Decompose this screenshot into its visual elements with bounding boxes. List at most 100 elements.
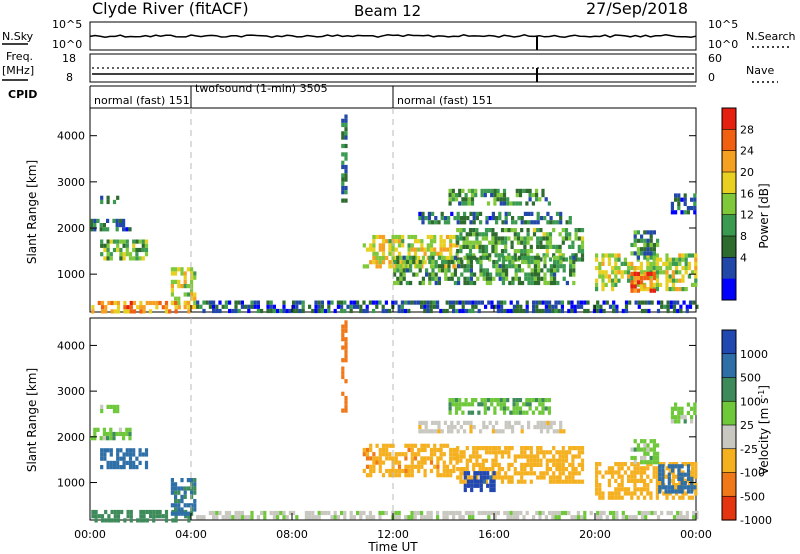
echo-cell [621, 510, 625, 516]
echo-cell [683, 210, 687, 215]
echo-cell [402, 272, 406, 277]
echo-cell [378, 456, 382, 461]
echo-cell [418, 280, 422, 286]
echo-cell [426, 308, 430, 314]
echo-cell [469, 429, 473, 434]
echo-cell [458, 201, 462, 206]
echo-cell [453, 425, 457, 430]
echo-cell [349, 510, 353, 516]
echo-cell [482, 255, 486, 260]
echo-cell [461, 300, 465, 305]
echo-cell [215, 510, 219, 516]
echo-cell [656, 515, 661, 520]
echo-cell [388, 239, 392, 244]
echo-cell [507, 211, 511, 216]
echo-cell [683, 193, 687, 198]
echo-cell [426, 515, 430, 520]
echo-cell [471, 515, 475, 520]
echo-cell [413, 443, 418, 448]
echo-cell [507, 446, 511, 451]
echo-cell [670, 201, 674, 206]
echo-cell [536, 450, 540, 455]
echo-cell [488, 446, 492, 451]
echo-cell [541, 510, 545, 516]
echo-cell [407, 515, 411, 520]
echo-cell [529, 446, 533, 451]
echo-cell [540, 268, 544, 273]
echo-cell [545, 236, 549, 241]
echo-cell [561, 450, 565, 455]
echo-cell [545, 240, 549, 245]
echo-cell [420, 264, 424, 269]
echo-cell [459, 216, 463, 221]
echo-cell [493, 304, 497, 309]
echo-cell [604, 470, 608, 475]
echo-cell [543, 264, 547, 269]
echo-cell [282, 304, 286, 309]
echo-cell [295, 308, 299, 314]
freq-panel [89, 53, 697, 83]
echo-cell [132, 452, 136, 457]
echo-cell [410, 447, 414, 453]
echo-cell [677, 485, 681, 490]
echo-cell [109, 460, 113, 465]
echo-cell [692, 515, 696, 520]
echo-cell [649, 238, 653, 243]
echo-cell [539, 420, 544, 425]
echo-cell [99, 223, 103, 228]
echo-cell [122, 252, 126, 257]
echo-cell [509, 201, 513, 206]
echo-cell [272, 304, 276, 309]
echo-cell [624, 515, 629, 520]
echo-cell [426, 247, 430, 252]
echo-cell [429, 247, 434, 252]
echo-cell [546, 425, 550, 430]
echo-cell [484, 458, 489, 463]
echo-cell [385, 456, 389, 461]
echo-cell [385, 468, 389, 474]
nsky-label: N.Sky [2, 30, 34, 43]
echo-cell [442, 460, 446, 465]
echo-cell [543, 272, 547, 277]
echo-cell [577, 236, 581, 241]
echo-cell [484, 253, 489, 258]
echo-cell [112, 218, 116, 223]
echo-cell [633, 276, 637, 281]
echo-cell [671, 474, 675, 479]
echo-cell [693, 201, 697, 206]
echo-cell [633, 284, 637, 289]
echo-cell [539, 425, 544, 430]
echo-cell [409, 255, 413, 260]
echo-cell [320, 308, 324, 314]
echo-cell [129, 509, 133, 515]
echo-cell [630, 478, 634, 483]
echo-cell [504, 425, 508, 430]
echo-cell [474, 193, 478, 198]
echo-cell [100, 239, 104, 244]
echo-cell [122, 460, 126, 465]
echo-cell [509, 410, 513, 415]
echo-cell [630, 470, 634, 475]
echo-cell [677, 206, 681, 211]
echo-cell [397, 510, 401, 516]
echo-cell [574, 454, 578, 459]
echo-cell [640, 276, 644, 281]
echo-cell [170, 511, 174, 516]
echo-cell [475, 244, 479, 249]
echo-cell [469, 280, 473, 286]
echo-cell [636, 447, 640, 452]
echo-cell [564, 454, 569, 459]
echo-cell [595, 253, 599, 258]
echo-cell [504, 471, 508, 476]
echo-cell [404, 264, 408, 269]
echo-cell [694, 253, 698, 258]
echo-cell [269, 308, 273, 314]
echo-cell [675, 483, 679, 488]
echo-cell [272, 308, 276, 314]
echo-cell [681, 266, 685, 271]
echo-cell [646, 487, 650, 492]
echo-cell [460, 272, 464, 277]
echo-cell [574, 471, 578, 476]
echo-cell [686, 485, 691, 490]
echo-cell [639, 466, 643, 471]
